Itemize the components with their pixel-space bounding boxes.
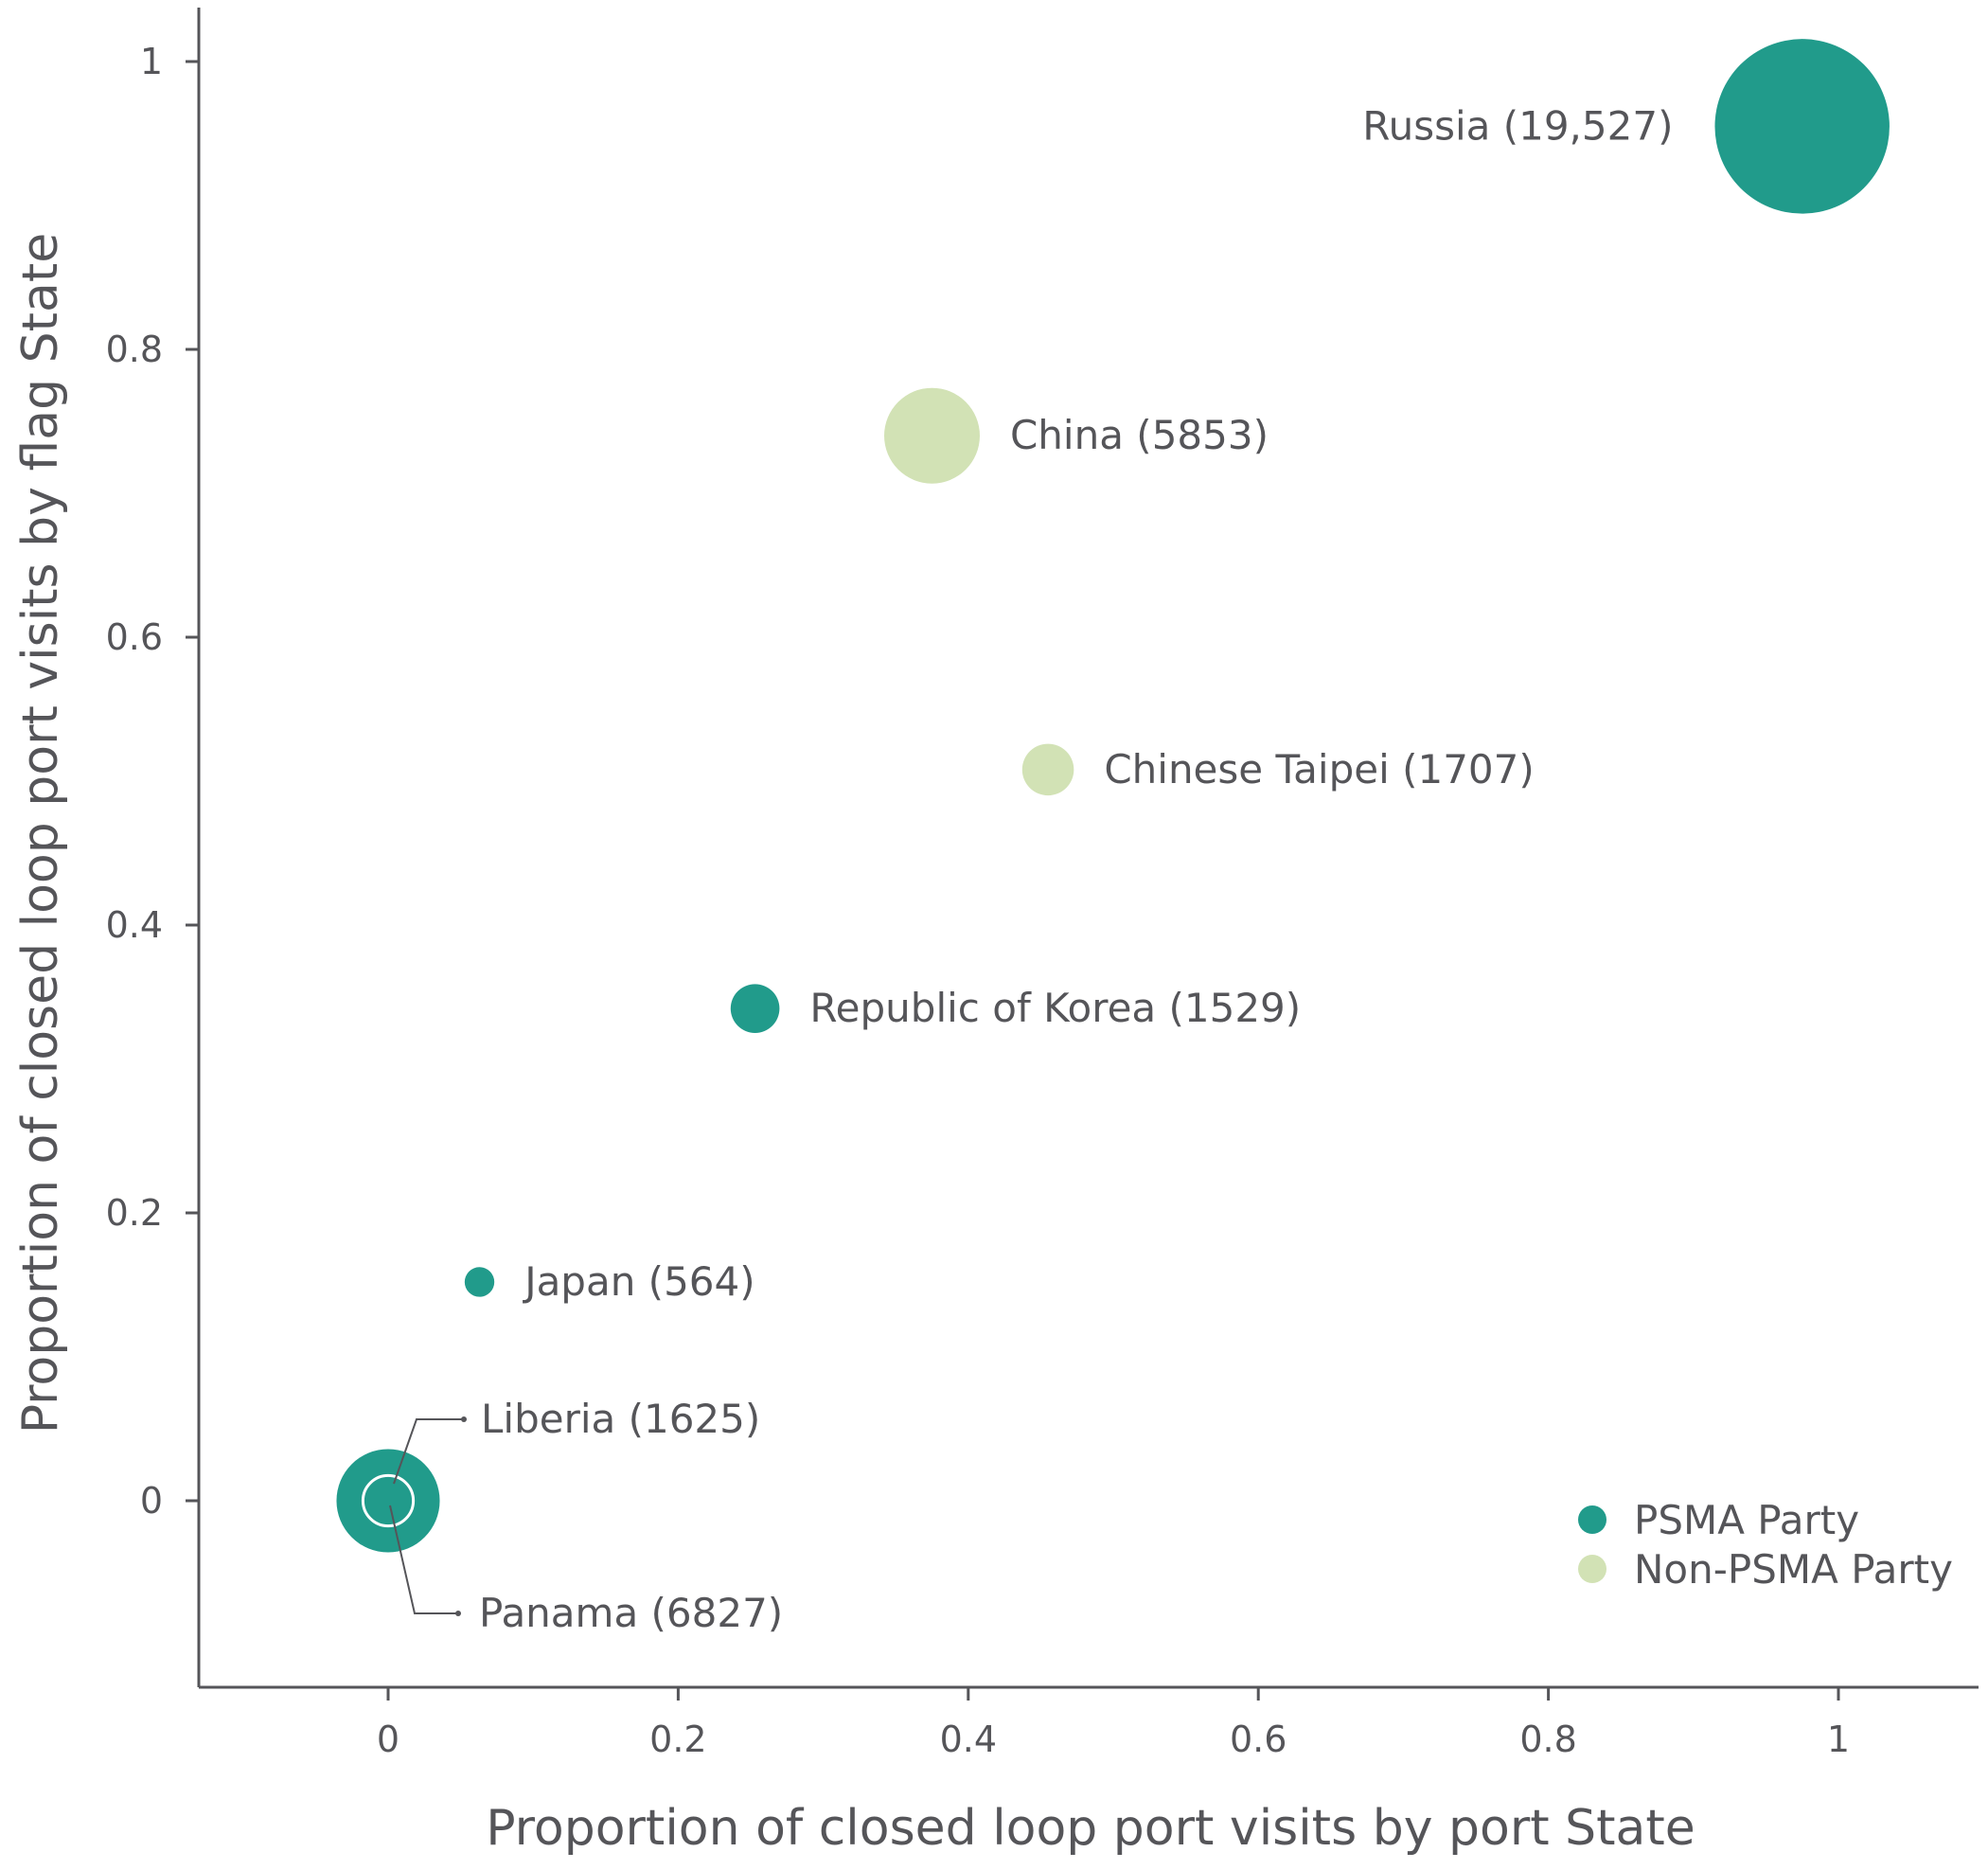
point-label-china: China (5853): [1010, 412, 1269, 458]
legend-label-non-psma-party: Non-PSMA Party: [1634, 1546, 1953, 1593]
y-tick-label: 1: [140, 41, 163, 82]
x-tick-label: 0.4: [940, 1719, 997, 1760]
leader-line-panama: [389, 1505, 458, 1614]
x-tick-label: 0: [377, 1719, 399, 1760]
leader-dot-panama: [455, 1611, 461, 1616]
leader-dot-liberia: [461, 1416, 467, 1422]
point-liberia: [361, 1473, 416, 1528]
x-tick-label: 0.8: [1519, 1719, 1576, 1760]
labels-layer: Russia (19,527) China (5853) Chinese Taipe…: [389, 102, 1673, 1636]
legend-marker-psma-party: [1578, 1505, 1606, 1534]
y-tick-label: 0.8: [106, 329, 163, 370]
point-label-republic-of-korea: Republic of Korea (1529): [809, 985, 1301, 1031]
x-tick-label: 0.6: [1230, 1719, 1287, 1760]
x-axis-title: Proportion of closed loop port visits by…: [486, 1800, 1695, 1857]
axes-layer: 0 0.2 0.4 0.6 0.8 1 0 0.2 0.4 0.6 0.8 1: [106, 8, 1979, 1760]
y-axis-title: Proportion of closed loop port visits by…: [12, 233, 69, 1434]
legend-marker-non-psma-party: [1578, 1555, 1606, 1583]
leader-line-liberia: [393, 1418, 464, 1485]
point-label-chinese-taipei: Chinese Taipei (1707): [1104, 746, 1534, 793]
x-tick-label: 1: [1827, 1719, 1850, 1760]
point-label-liberia: Liberia (1625): [481, 1396, 760, 1442]
y-tick-label: 0.4: [106, 904, 163, 946]
legend-label-psma-party: PSMA Party: [1634, 1497, 1859, 1543]
y-tick-label: 0: [140, 1480, 163, 1522]
point-label-japan: Japan (564): [522, 1258, 754, 1305]
point-republic-of-korea: [730, 984, 780, 1033]
point-label-panama: Panama (6827): [479, 1590, 783, 1636]
y-tick-label: 0.6: [106, 616, 163, 658]
point-chinese-taipei: [1021, 743, 1074, 796]
point-russia: [1714, 39, 1890, 214]
points-layer: [336, 39, 1890, 1553]
x-tick-label: 0.2: [649, 1719, 706, 1760]
point-china: [884, 387, 980, 484]
point-label-russia: Russia (19,527): [1362, 102, 1673, 149]
y-tick-label: 0.2: [106, 1192, 163, 1234]
point-japan: [464, 1267, 495, 1297]
